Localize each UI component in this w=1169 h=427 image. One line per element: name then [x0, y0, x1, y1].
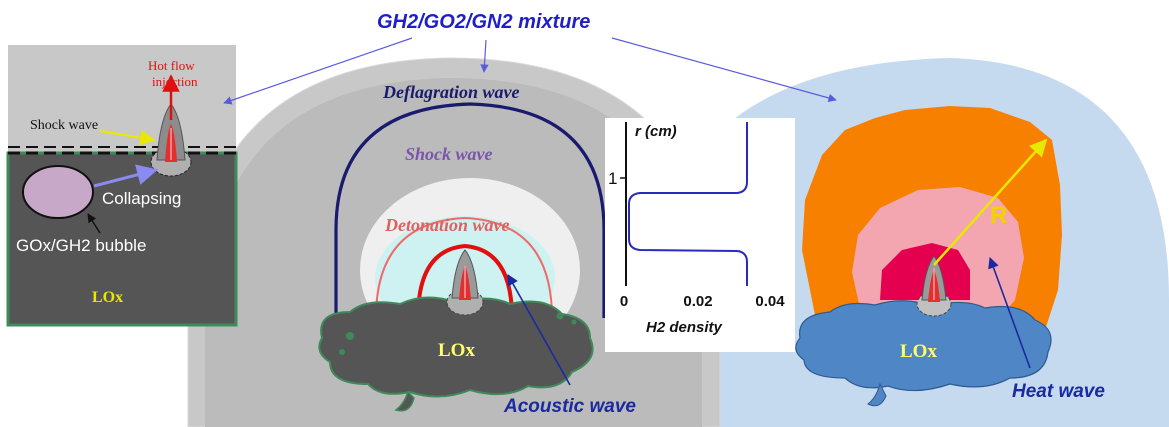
- detonation-wave-label: Detonation wave: [384, 215, 510, 235]
- lox-dot-4: [571, 319, 577, 325]
- diagram-title: GH2/GO2/GN2 mixture: [377, 11, 590, 33]
- radius-arrow: [933, 138, 1048, 266]
- deflagration-wave-ring: [334, 102, 606, 318]
- title-arrow-right: [611, 37, 837, 103]
- right-lox-label: LOx: [900, 341, 937, 362]
- title-arrow-left: [223, 37, 413, 105]
- shock-wave-label: Shock wave: [405, 144, 493, 164]
- inset-xlabel: H2 density: [646, 319, 723, 336]
- inset-background: [605, 118, 795, 352]
- bubble-label: GOx/GH2 bubble: [16, 236, 146, 255]
- hot-flow-label-line2: injection: [152, 74, 198, 89]
- y-tick-label-1: 1: [608, 169, 617, 188]
- x-tick-label-2: 0.04: [755, 293, 785, 310]
- left-lox-label: LOx: [92, 289, 123, 306]
- heat-wave-arrow: [988, 256, 1031, 369]
- x-tick-label-0: 0: [620, 293, 628, 310]
- x-tick-label-1: 0.02: [683, 293, 712, 310]
- inset-ylabel: r (cm): [635, 123, 677, 140]
- center-lox-cloud: [318, 296, 594, 398]
- lox-dot-2: [339, 349, 345, 355]
- bubble-pointer-arrow: [87, 213, 101, 234]
- deflagration-wave-label: Deflagration wave: [382, 82, 520, 102]
- detonation-wave-outer-ring: [375, 216, 553, 319]
- left-bubble-cone: [150, 103, 192, 177]
- title-group: GH2/GO2/GN2 mixture: [223, 11, 837, 105]
- shock-wave-arrow: [99, 129, 156, 146]
- title-arrow-center: [480, 39, 489, 73]
- heat-wave-label: Heat wave: [1012, 381, 1105, 402]
- center-lox-droplet: [394, 390, 415, 412]
- center-lox-label: LOx: [438, 340, 475, 361]
- collapsing-label: Collapsing: [102, 189, 181, 208]
- crimson-core-region: [880, 243, 970, 300]
- acoustic-wave-label: Acoustic wave: [503, 396, 636, 417]
- lox-dot-3: [556, 312, 564, 320]
- radius-label: R: [990, 202, 1007, 229]
- acoustic-wave-arrow: [507, 274, 571, 386]
- collapsing-arrow: [93, 164, 159, 188]
- center-panel: Deflagration wave Shock wave Detonation …: [187, 57, 721, 427]
- left-shock-wave-label: Shock wave: [30, 118, 98, 133]
- lox-dot-1: [346, 332, 354, 340]
- left-mixture-bg: [8, 45, 236, 153]
- hot-flow-label-line1: Hot flow: [148, 58, 195, 73]
- right-lox-droplet: [867, 382, 887, 407]
- inset-density-chart: r (cm) 1 0 0.02 0.04 H2 density: [605, 118, 795, 352]
- center-bubble-cone: [446, 249, 484, 316]
- h2-density-profile: [628, 122, 748, 286]
- left-panel: Hot flow injection Shock wave Collapsing…: [6, 45, 238, 327]
- right-bubble-cone: [916, 255, 952, 317]
- gox-gh2-bubble: [22, 165, 94, 219]
- right-lox-cloud: [795, 300, 1052, 392]
